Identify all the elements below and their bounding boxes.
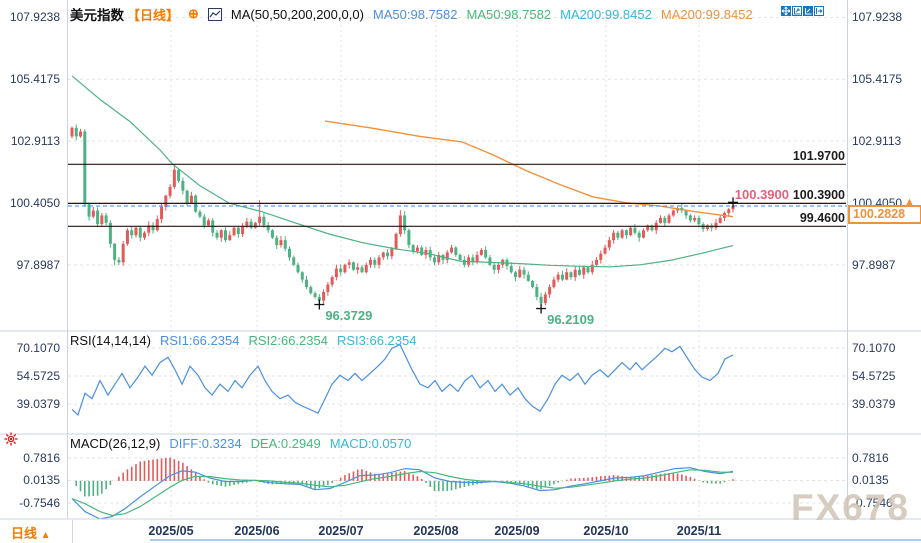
symbol-name: 美元指数 (70, 8, 124, 23)
move-crosshair-icon[interactable] (781, 3, 791, 16)
x-axis-label-2025/10: 2025/10 (583, 524, 629, 538)
watermark: FX678 (791, 487, 911, 528)
axis-scale-icon[interactable] (792, 3, 802, 16)
diff-value: DIFF:0.3234 (169, 436, 242, 451)
rsi-legend: RSI(14,14,14) RSI1:66.2354 RSI2:66.2354 … (70, 333, 416, 348)
current-price-box: 100.2828 (848, 204, 921, 224)
y-axis-label-right: 97.8987 (852, 257, 896, 272)
y-axis-label-right: -0.7546 (852, 495, 893, 510)
ma50-value-2: MA50:98.7582 (466, 6, 552, 22)
period-selector-label: 日线 (11, 526, 38, 541)
macd-params: MACD(26,12,9) (70, 436, 161, 451)
footer-divider (72, 520, 73, 543)
y-axis-label-right: 39.0379 (852, 396, 896, 411)
y-axis-label-right: 107.9238 (852, 10, 903, 25)
y-axis-label-left: 0.7816 (23, 451, 60, 465)
y-axis-label-right: 54.5725 (852, 368, 896, 383)
y-axis-label-left: 102.9113 (10, 134, 60, 149)
x-axis-label-2025/07: 2025/07 (318, 524, 364, 538)
ma200-value-2: MA200:99.8452 (660, 6, 753, 22)
y-axis-label-left: 107.9238 (9, 10, 60, 25)
y-axis-label-right: 70.1070 (852, 341, 896, 355)
macd-value: MACD:0.0570 (329, 436, 412, 451)
y-axis-label-left: 54.5725 (16, 368, 60, 383)
level-label-100.3900: 100.3900 (792, 188, 845, 203)
last-high-price-label: 100.3900 (734, 187, 789, 203)
x-axis-label-2025/09: 2025/09 (494, 524, 540, 538)
rsi3-value: RSI3:66.2354 (336, 333, 417, 348)
y-axis-label-right: 102.9113 (852, 134, 902, 149)
x-axis-label-2025/11: 2025/11 (676, 524, 722, 538)
price-up-arrow-icon: ▲ (904, 195, 915, 208)
collapse-right-icon[interactable] (814, 3, 824, 16)
ma-chart-icon[interactable] (207, 7, 222, 21)
y-axis-label-right: 0.0135 (852, 473, 889, 488)
period-selector[interactable]: 日线 ▲ (11, 523, 51, 542)
rsi-params: RSI(14,14,14) (70, 333, 151, 348)
period-tag: 【日线】 (127, 7, 180, 23)
y-axis-label-right: 0.7816 (852, 451, 889, 465)
ma200-value-1: MA200:99.8452 (560, 6, 652, 22)
y-axis-label-left: -0.7546 (19, 495, 60, 510)
alert-sun-icon[interactable] (4, 432, 18, 451)
add-indicator-icon[interactable]: ⊕ (188, 6, 199, 21)
level-label-99.4600: 99.4600 (799, 211, 845, 226)
main-chart-legend: 美元指数 【日线】 ⊕ MA(50,50,200,200,0,0) MA50:9… (70, 4, 753, 24)
low-annotation-96.3729: 96.3729 (325, 307, 373, 323)
axis-scale-filled-icon[interactable] (803, 3, 813, 16)
x-axis-label-2025/06: 2025/06 (234, 524, 280, 538)
macd-legend: MACD(26,12,9) DIFF:0.3234 DEA:0.2949 MAC… (70, 436, 411, 451)
y-axis-label-right: 105.4175 (852, 72, 903, 87)
low-annotation-96.2109: 96.2109 (547, 311, 595, 327)
ma-params: MA(50,50,200,200,0,0) (230, 6, 364, 22)
dea-value: DEA:0.2949 (250, 436, 321, 451)
level-label-101.9700: 101.9700 (792, 149, 845, 164)
rsi1-value: RSI1:66.2354 (159, 333, 240, 348)
x-axis-label-2025/05: 2025/05 (148, 524, 194, 538)
y-axis-label-left: 105.4175 (9, 72, 60, 87)
x-axis-label-2025/08: 2025/08 (413, 524, 459, 538)
chevron-up-icon: ▲ (40, 530, 51, 541)
y-axis-label-left: 100.4050 (9, 195, 60, 210)
y-axis-label-left: 70.1070 (16, 341, 60, 355)
rsi2-value: RSI2:66.2354 (248, 333, 328, 348)
y-axis-label-left: 0.0135 (23, 473, 60, 488)
y-axis-label-left: 39.0379 (16, 396, 60, 411)
chart-toolbar (781, 3, 824, 16)
y-axis-label-left: 97.8987 (16, 257, 60, 272)
horizontal-scrollbar[interactable] (150, 539, 921, 541)
ma50-value-1: MA50:98.7582 (372, 6, 458, 22)
